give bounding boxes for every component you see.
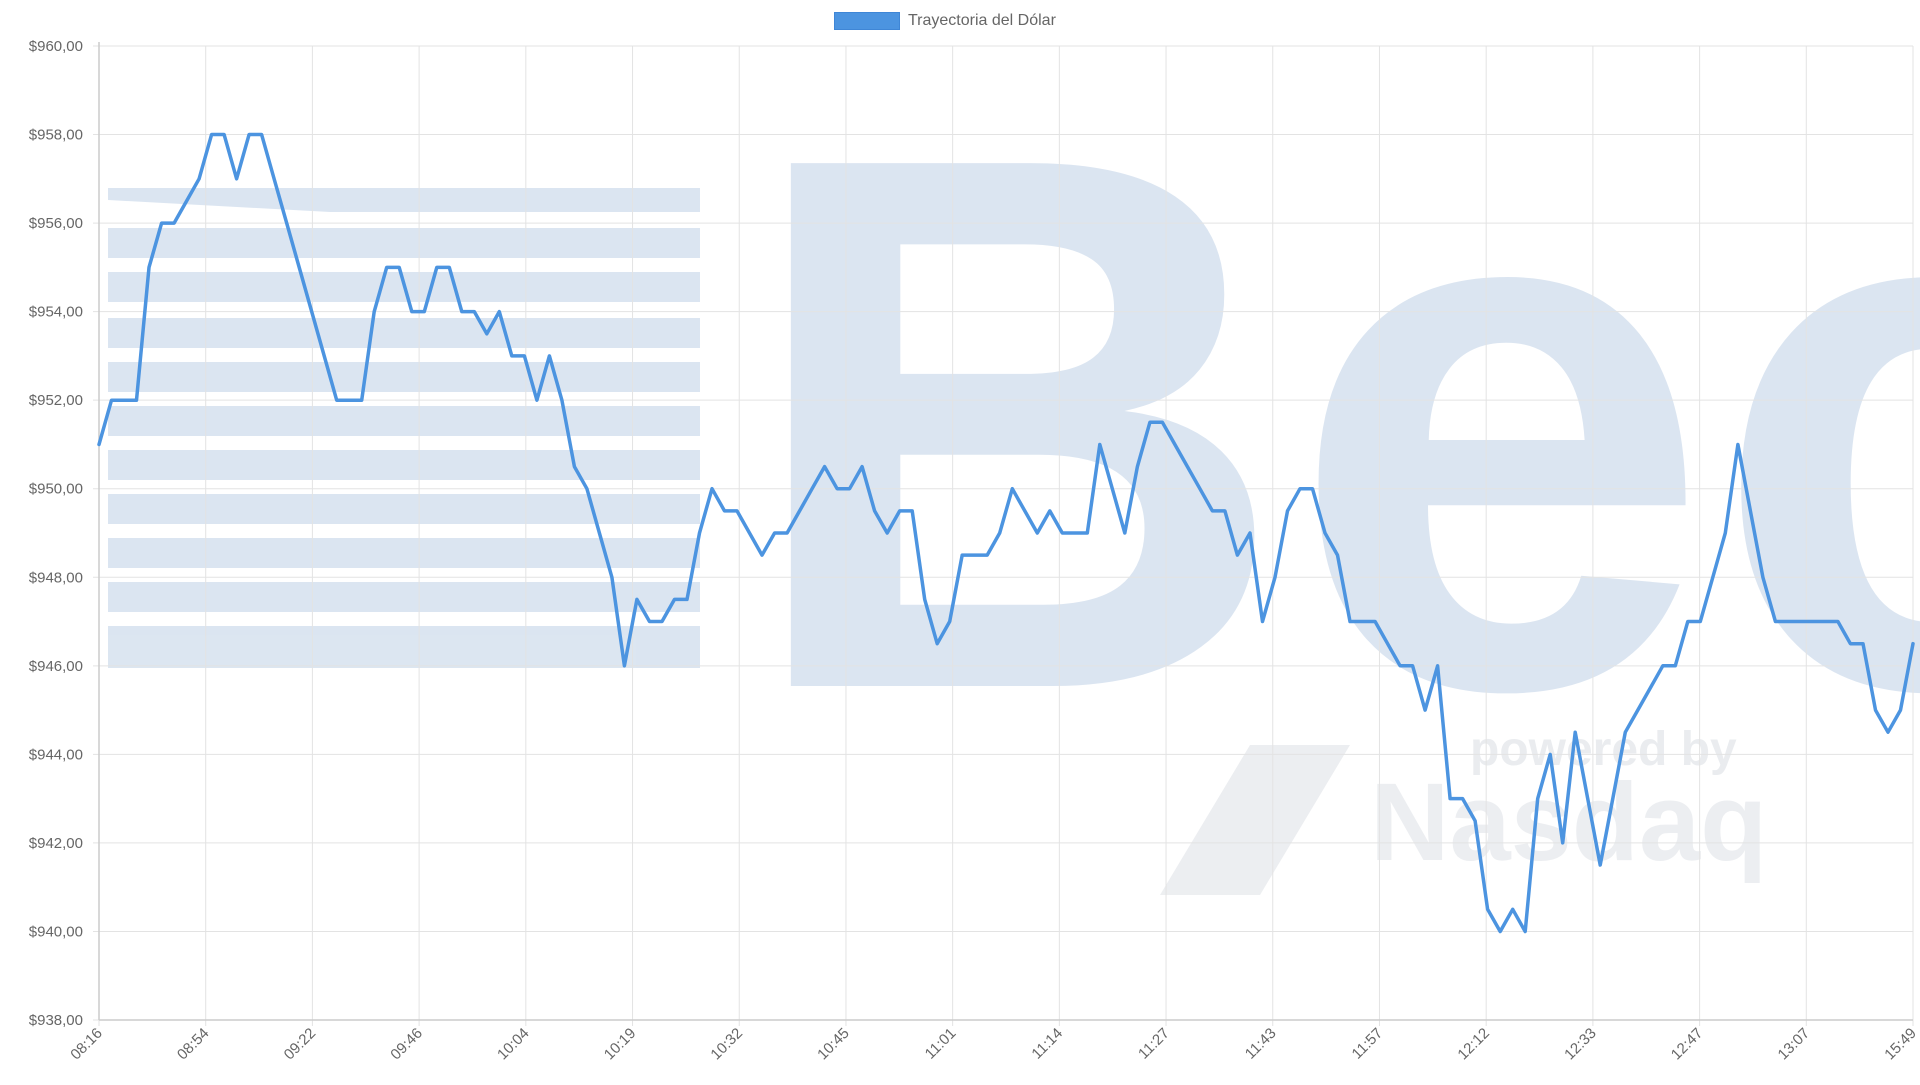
y-tick-label: $942,00 bbox=[29, 835, 83, 852]
bec-watermark-text: Bec bbox=[740, 0, 1920, 848]
x-tick-label: 11:27 bbox=[1135, 1025, 1173, 1063]
legend-label: Trayectoria del Dólar bbox=[908, 12, 1056, 29]
series-line[interactable] bbox=[97, 132, 1915, 934]
y-tick-label: $944,00 bbox=[29, 746, 83, 763]
y-tick-label: $946,00 bbox=[29, 658, 83, 675]
x-tick-label: 11:43 bbox=[1242, 1025, 1280, 1063]
y-tick-label: $952,00 bbox=[29, 392, 83, 409]
y-tick-label: $956,00 bbox=[29, 215, 83, 232]
x-tick-label: 15:49 bbox=[1881, 1025, 1920, 1064]
x-tick-label: 08:16 bbox=[67, 1025, 106, 1064]
y-tick-label: $940,00 bbox=[29, 923, 83, 940]
x-tick-label: 09:22 bbox=[281, 1025, 320, 1064]
x-tick-label: 10:19 bbox=[601, 1025, 640, 1064]
bec-watermark-logo: Bec powered by Nasdaq bbox=[108, 0, 1920, 895]
x-tick-label: 11:57 bbox=[1349, 1025, 1387, 1063]
x-tick-label: 09:46 bbox=[387, 1025, 426, 1064]
y-tick-label: $960,00 bbox=[29, 38, 83, 55]
y-tick-label: $958,00 bbox=[29, 127, 83, 144]
x-tick-label: 08:54 bbox=[174, 1025, 213, 1064]
x-tick-label: 12:12 bbox=[1454, 1025, 1493, 1064]
nasdaq-logo-icon bbox=[1160, 745, 1350, 895]
x-tick-label: 11:01 bbox=[922, 1025, 960, 1063]
chart-legend[interactable]: Trayectoria del Dólar bbox=[834, 12, 1056, 30]
y-tick-label: $954,00 bbox=[29, 304, 83, 321]
powered-by-watermark: powered by bbox=[1470, 723, 1737, 776]
y-tick-label: $948,00 bbox=[29, 569, 83, 586]
y-tick-label: $938,00 bbox=[29, 1012, 83, 1029]
x-tick-label: 12:33 bbox=[1561, 1025, 1600, 1064]
y-tick-label: $950,00 bbox=[29, 481, 83, 498]
bec-stripes-emblem bbox=[108, 188, 700, 668]
x-tick-label: 12:47 bbox=[1668, 1025, 1707, 1064]
x-tick-label: 10:45 bbox=[814, 1025, 853, 1064]
x-tick-label: 13:07 bbox=[1775, 1025, 1814, 1064]
legend-swatch bbox=[834, 12, 900, 30]
plot-area bbox=[97, 132, 1915, 934]
x-tick-label: 10:04 bbox=[494, 1025, 533, 1064]
x-tick-label: 11:14 bbox=[1028, 1025, 1066, 1063]
x-tick-label: 10:32 bbox=[707, 1025, 746, 1064]
